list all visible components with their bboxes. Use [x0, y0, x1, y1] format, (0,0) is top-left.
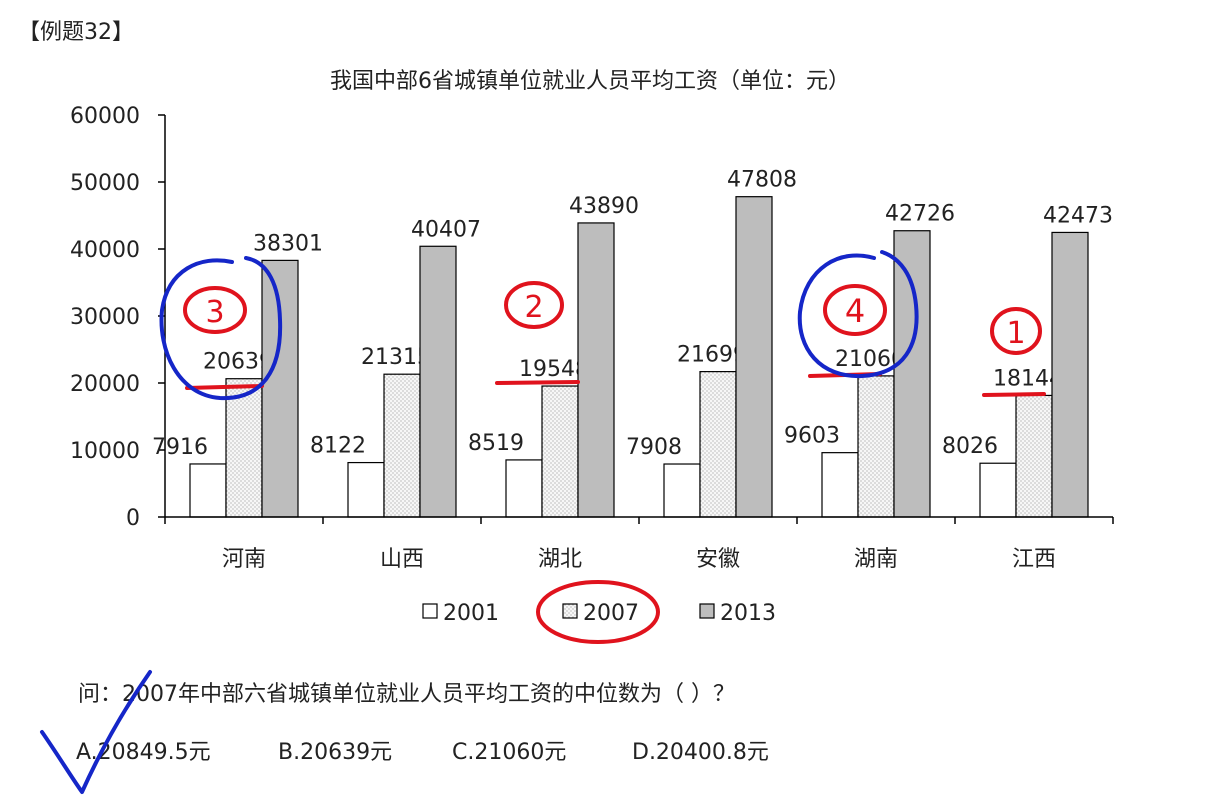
data-label-2001: 7916 [152, 435, 208, 460]
chart-title: 我国中部6省城镇单位就业人员平均工资（单位：元） [330, 69, 850, 94]
y-tick-label: 50000 [70, 171, 140, 196]
y-axis: 0 10000 20000 30000 40000 50000 60000 [70, 104, 166, 531]
data-label-2013: 47808 [727, 168, 797, 193]
legend-label-2007: 2007 [583, 601, 639, 626]
option-b[interactable]: B.20639元 [278, 740, 393, 765]
x-tick-label: 山西 [380, 547, 424, 572]
bar-2001 [189, 463, 227, 518]
data-label-2013: 38301 [253, 231, 323, 256]
y-tick-label: 60000 [70, 104, 140, 129]
bar-2001 [663, 463, 701, 518]
legend-swatch-2007 [562, 603, 578, 619]
data-label-2013: 40407 [411, 217, 481, 242]
data-label-2013: 42726 [885, 202, 955, 227]
bar-2007 [541, 385, 579, 518]
bar-2001 [347, 461, 385, 518]
data-label-2001: 7908 [626, 435, 682, 460]
y-tick-label: 10000 [70, 439, 140, 464]
bar-2001 [505, 459, 543, 518]
bar-2001 [821, 452, 859, 518]
option-c[interactable]: C.21060元 [452, 740, 567, 765]
y-tick-label: 0 [126, 506, 140, 531]
example-label: 【例题32】 [18, 20, 134, 45]
bar-2007 [383, 373, 421, 518]
bar-chart: 我国中部6省城镇单位就业人员平均工资（单位：元） 0 10000 20000 3000… [70, 69, 1114, 626]
data-label-2007: 21315 [361, 345, 431, 370]
x-tick-label: 安徽 [696, 547, 740, 572]
x-tick-label: 河南 [222, 547, 266, 572]
bar-2013 [735, 196, 773, 518]
data-label-2001: 8026 [942, 434, 998, 459]
bars-group: 7916206393830181222131540407851919548438… [152, 168, 1113, 518]
x-tick-label: 湖南 [854, 547, 898, 572]
bar-2013 [1051, 231, 1089, 518]
option-d[interactable]: D.20400.8元 [632, 740, 769, 765]
legend-label-2001: 2001 [443, 601, 499, 626]
y-tick-label: 30000 [70, 305, 140, 330]
bar-2013 [893, 230, 931, 518]
bar-2013 [261, 259, 299, 518]
legend: 2001 2007 2013 [422, 601, 776, 626]
bar-2007 [699, 371, 737, 518]
y-tick-label: 40000 [70, 238, 140, 263]
bar-2001 [979, 462, 1017, 518]
x-tick-label: 江西 [1012, 547, 1056, 572]
bar-2007 [225, 378, 263, 518]
bar-2013 [577, 222, 615, 518]
data-label-2013: 42473 [1043, 203, 1113, 228]
bar-2007 [857, 375, 895, 518]
legend-swatch-2013 [699, 603, 715, 619]
x-axis: 河南 山西 湖北 安徽 湖南 江西 [164, 516, 1114, 572]
legend-label-2013: 2013 [720, 601, 776, 626]
legend-swatch-2001 [422, 603, 438, 619]
data-label-2013: 43890 [569, 194, 639, 219]
data-label-2007: 19548 [519, 357, 589, 382]
x-tick-label: 湖北 [538, 547, 582, 572]
data-label-2007: 21699 [677, 343, 747, 368]
y-tick-label: 20000 [70, 372, 140, 397]
bar-2013 [419, 245, 457, 518]
data-label-2001: 8122 [310, 434, 366, 459]
data-label-2001: 8519 [468, 431, 524, 456]
option-a[interactable]: A.20849.5元 [76, 740, 211, 765]
bar-2007 [1015, 394, 1053, 518]
data-label-2001: 9603 [784, 424, 840, 449]
question-text: 问：2007年中部六省城镇单位就业人员平均工资的中位数为（ ）？ [78, 682, 735, 707]
data-label-2007: 18144 [993, 366, 1063, 391]
